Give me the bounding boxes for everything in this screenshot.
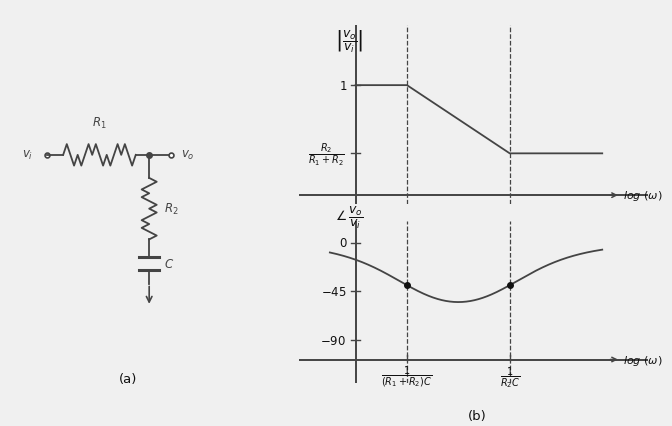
Text: $\dfrac{1}{R_2 C}$: $\dfrac{1}{R_2 C}$ (499, 364, 520, 389)
Text: 0: 0 (339, 236, 346, 250)
Text: $v_i$: $v_i$ (22, 149, 34, 162)
Text: $\angle\,\dfrac{v_o}{v_i}$: $\angle\,\dfrac{v_o}{v_i}$ (335, 204, 364, 230)
Text: $1$: $1$ (339, 79, 347, 92)
Text: $\left|\dfrac{v_o}{v_i}\right|$: $\left|\dfrac{v_o}{v_i}\right|$ (335, 29, 364, 55)
Text: $v_o$: $v_o$ (181, 149, 195, 162)
Text: $-45$: $-45$ (321, 285, 346, 298)
Text: $-90$: $-90$ (321, 334, 346, 347)
Text: (a): (a) (118, 373, 137, 386)
Text: $C$: $C$ (164, 257, 174, 270)
Text: $\dfrac{1}{(R_1+R_2)C}$: $\dfrac{1}{(R_1+R_2)C}$ (381, 364, 433, 389)
Text: $R_2$: $R_2$ (164, 201, 179, 217)
Text: $log\ (\omega)$: $log\ (\omega)$ (623, 353, 663, 367)
Text: (b): (b) (468, 409, 487, 422)
Text: $log\ (\omega)$: $log\ (\omega)$ (623, 189, 663, 203)
Text: $R_1$: $R_1$ (92, 115, 107, 130)
Text: $\dfrac{R_2}{R_1+R_2}$: $\dfrac{R_2}{R_1+R_2}$ (308, 141, 345, 167)
